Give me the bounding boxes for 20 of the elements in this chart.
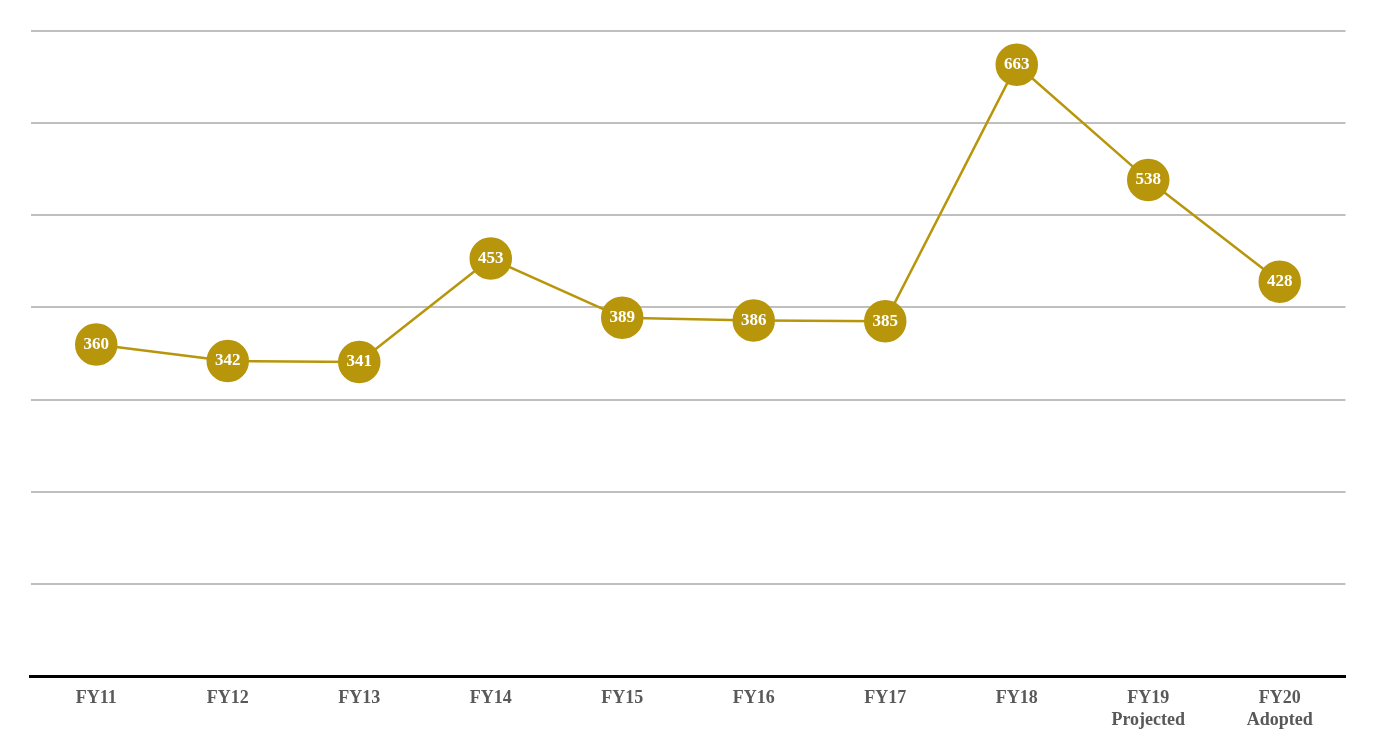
- x-tick-label: FY19 Projected: [1111, 687, 1186, 729]
- data-label: 538: [1135, 169, 1161, 189]
- data-label: 360: [83, 333, 109, 353]
- data-label: 386: [741, 309, 767, 329]
- data-label: 341: [346, 351, 372, 371]
- x-tick-label: FY14: [469, 687, 512, 708]
- data-label: 385: [872, 310, 898, 330]
- data-label: 428: [1267, 271, 1293, 291]
- x-tick-label: FY18: [995, 687, 1038, 708]
- data-label: 453: [478, 247, 504, 267]
- x-tick-label: FY20 Adopted: [1246, 687, 1313, 729]
- x-tick-label: FY11: [75, 687, 117, 708]
- x-tick-label: FY15: [601, 687, 644, 708]
- x-tick-label: FY12: [206, 687, 249, 708]
- x-tick-label: FY17: [864, 687, 907, 708]
- x-tick-label: FY16: [732, 687, 775, 708]
- data-label: 342: [215, 350, 241, 370]
- data-label: 389: [609, 307, 635, 327]
- data-label: 663: [1004, 54, 1030, 74]
- x-tick-label: FY13: [338, 687, 381, 708]
